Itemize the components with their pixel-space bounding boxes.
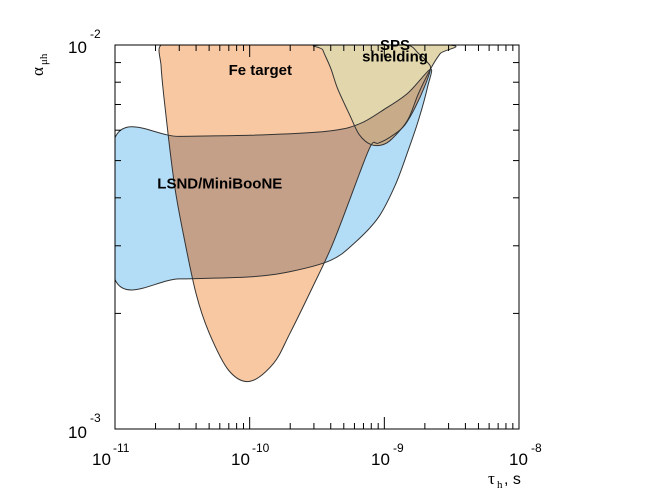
x-tick-base: 10: [231, 450, 250, 469]
x-tick-label: 10 -8: [509, 441, 542, 469]
plot-frame: [114, 44, 520, 430]
y-tick-label: 10 -3: [68, 411, 101, 442]
y-axis-title: α μh: [28, 53, 50, 76]
x-tick-exp: -8: [531, 441, 542, 455]
plot-area: [115, 45, 457, 383]
x-axis-symbol: τ: [488, 469, 495, 488]
y-tick-exp: -3: [90, 411, 101, 425]
label-shielding: shielding: [362, 49, 428, 66]
label-lsnd-miniboone: LSND/MiniBooNE: [157, 176, 282, 193]
y-axis-subscript: μh: [38, 53, 50, 65]
x-tick-base: 10: [92, 450, 111, 469]
x-axis-unit: , s: [504, 471, 521, 488]
sps-region: [313, 45, 456, 146]
x-tick-label: 10 -11: [92, 441, 130, 469]
y-tick-exp: -2: [90, 27, 101, 41]
axis-ticks: [114, 44, 520, 430]
x-tick-exp: -11: [113, 441, 130, 455]
label-sps: SPS: [380, 37, 410, 54]
x-axis-title: τ h , s: [488, 469, 521, 491]
x-tick-exp: -9: [393, 441, 404, 455]
x-tick-base: 10: [509, 450, 528, 469]
y-tick-base: 10: [68, 423, 87, 442]
sps-outline: [312, 45, 457, 147]
y-tick-base: 10: [68, 38, 87, 57]
fe-outline: [158, 45, 432, 383]
x-axis-subscript: h: [497, 479, 503, 491]
x-tick-label: 10 -10: [231, 441, 270, 469]
x-tick-label: 10 -9: [371, 441, 404, 469]
y-tick-label: 10 -2: [68, 27, 101, 57]
y-axis-symbol: α: [28, 67, 47, 76]
lsnd-outline: [115, 68, 433, 291]
x-tick-exp: -10: [252, 441, 270, 455]
label-fe-target: Fe target: [229, 62, 292, 79]
x-tick-base: 10: [371, 450, 390, 469]
